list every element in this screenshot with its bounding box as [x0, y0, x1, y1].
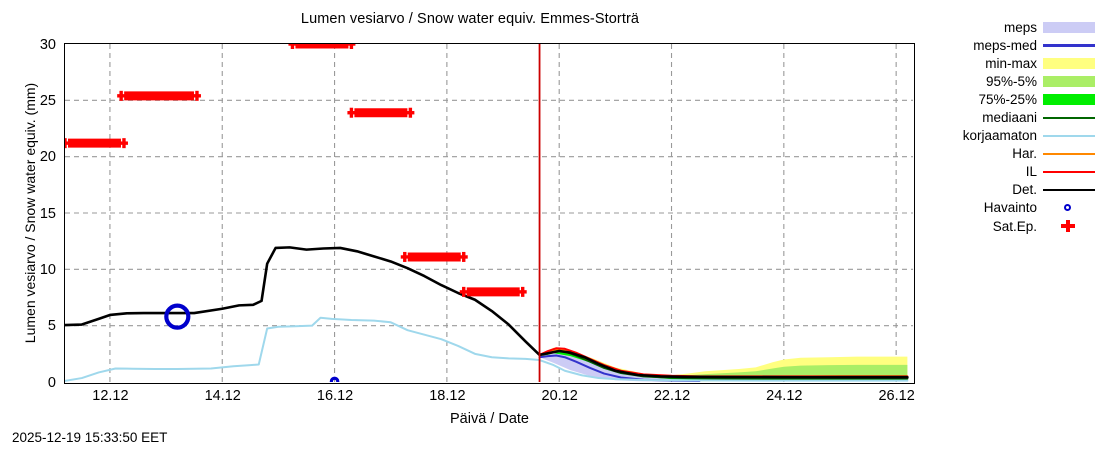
legend-line-box	[1043, 181, 1095, 199]
legend-label: meps-med	[973, 37, 1037, 53]
legend-swatch	[1043, 58, 1095, 70]
legend-line-box	[1043, 145, 1095, 163]
legend-item-meps: meps	[945, 18, 1095, 36]
legend-item-mediaani: mediaani	[945, 108, 1095, 126]
legend-swatch	[1043, 76, 1095, 88]
legend-label: Det.	[1012, 182, 1037, 198]
legend-line-swatch	[1043, 44, 1095, 47]
legend-label: Sat.Ep.	[992, 218, 1037, 234]
x-tick-label: 26.12	[878, 388, 915, 404]
legend-line-swatch	[1043, 188, 1095, 192]
x-tick-label: 22.12	[653, 388, 691, 404]
legend-item-sat-ep: Sat.Ep.	[945, 217, 1095, 235]
legend-label: IL	[1025, 164, 1037, 180]
legend-item-il: IL	[945, 163, 1095, 181]
x-tick-label: 20.12	[541, 388, 578, 404]
legend-line-box	[1043, 127, 1095, 145]
legend-label: mediaani	[982, 110, 1037, 126]
legend-item-korjaamaton: korjaamaton	[945, 127, 1095, 145]
legend-item-havainto: Havainto	[945, 199, 1095, 217]
legend-line-swatch	[1043, 170, 1095, 174]
chart-canvas	[65, 44, 913, 382]
legend-label: Har.	[1012, 146, 1037, 162]
legend-line-box	[1043, 163, 1095, 181]
legend-item-det: Det.	[945, 181, 1095, 199]
y-tick-label: 30	[39, 36, 56, 53]
legend-line-swatch	[1043, 134, 1095, 138]
legend-swatch	[1043, 22, 1095, 34]
legend-swatch-box	[1043, 90, 1095, 108]
y-tick-label: 10	[39, 261, 56, 278]
legend-label: 75%-25%	[978, 91, 1037, 107]
legend-marker-box	[1043, 199, 1095, 217]
x-axis-label: Päivä / Date	[450, 411, 529, 427]
chart-legend: meps meps-med min-max 95%-5% 75%-25% mediaani…	[945, 18, 1095, 235]
legend-swatch-box	[1043, 18, 1095, 36]
y-tick-label: 25	[39, 92, 56, 109]
y-tick-label: 5	[47, 318, 56, 335]
legend-label: 95%-5%	[985, 73, 1037, 89]
x-tick-label: 24.12	[766, 388, 803, 404]
x-tick-label: 18.12	[429, 388, 466, 404]
legend-swatch	[1043, 94, 1095, 106]
legend-line-box	[1043, 109, 1095, 127]
legend-label: Havainto	[983, 200, 1037, 216]
legend-line-swatch	[1043, 152, 1095, 156]
y-tick-label: 15	[39, 205, 56, 222]
legend-marker-box	[1043, 217, 1095, 235]
legend-item-min-max: min-max	[945, 54, 1095, 72]
legend-label: min-max	[985, 55, 1037, 71]
x-tick-label: 16.12	[316, 388, 354, 404]
legend-item-meps-med: meps-med	[945, 36, 1095, 54]
y-tick-label: 20	[39, 149, 56, 166]
legend-item-75-25: 75%-25%	[945, 90, 1095, 108]
legend-line-swatch	[1043, 116, 1095, 120]
legend-swatch-box	[1043, 72, 1095, 90]
x-tick-label: 12.12	[92, 388, 129, 404]
legend-label: korjaamaton	[962, 128, 1037, 144]
plus-marker-icon	[1061, 220, 1075, 233]
legend-line-box	[1043, 36, 1095, 54]
legend-label: meps	[1003, 19, 1037, 35]
timestamp-label: 2025-12-19 15:33:50 EET	[12, 430, 168, 445]
page-title: Lumen vesiarvo / Snow water equiv. Emmes…	[300, 11, 640, 27]
legend-swatch-box	[1043, 54, 1095, 72]
x-tick-label: 14.12	[204, 388, 241, 404]
legend-item-95-5: 95%-5%	[945, 72, 1095, 90]
y-tick-label: 0	[47, 374, 56, 391]
legend-item-har: Har.	[945, 145, 1095, 163]
circle-marker-icon	[1064, 203, 1071, 211]
plot-area	[64, 43, 915, 384]
